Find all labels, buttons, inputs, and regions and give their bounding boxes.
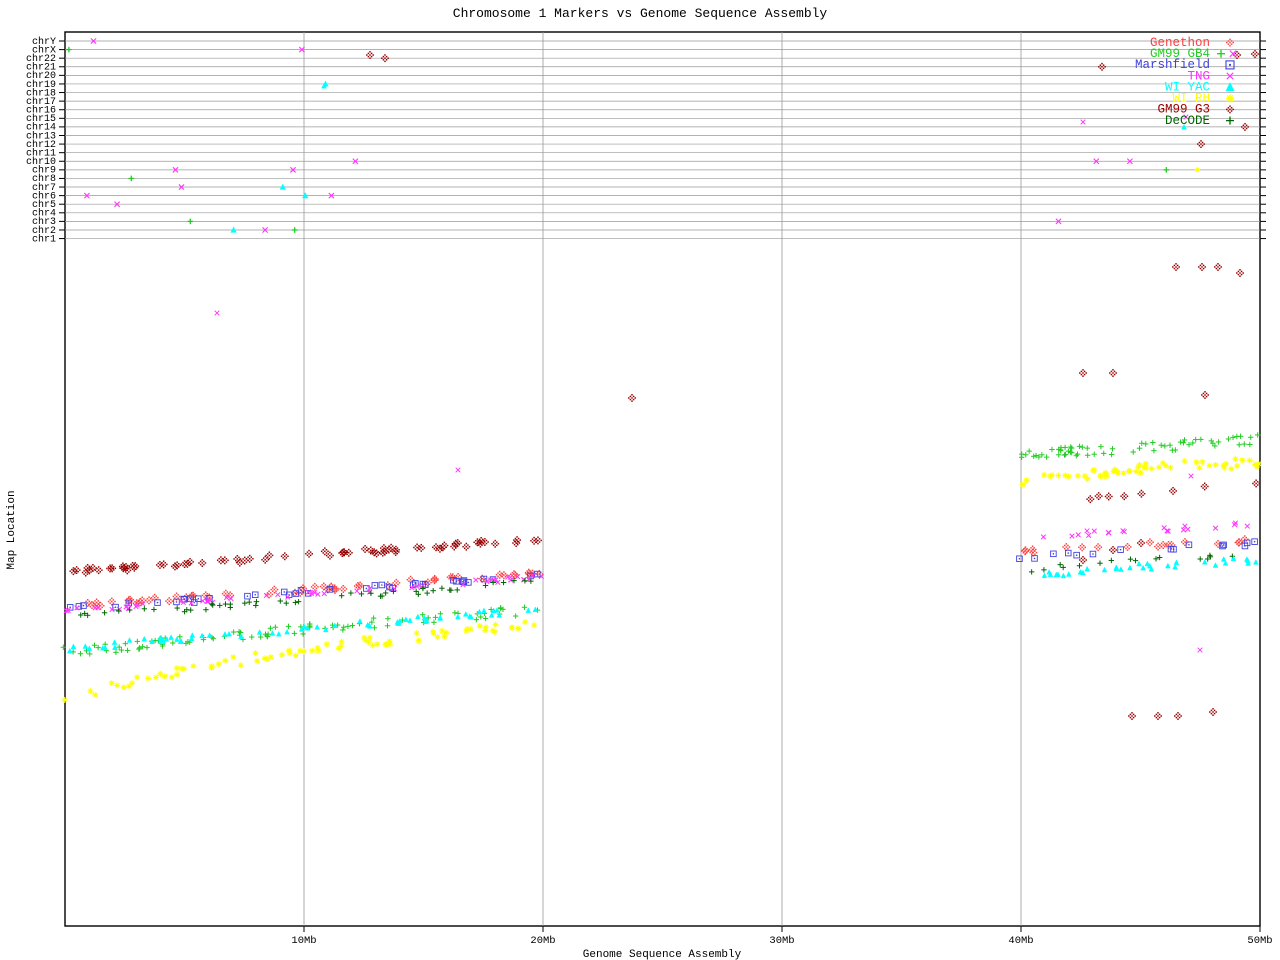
svg-text:40Mb: 40Mb <box>1008 935 1033 947</box>
svg-text:chr1: chr1 <box>32 233 56 245</box>
svg-text:30Mb: 30Mb <box>769 935 794 947</box>
svg-text:Genome Sequence Assembly: Genome Sequence Assembly <box>583 949 742 960</box>
svg-text:DeCODE: DeCODE <box>1165 114 1210 128</box>
svg-text:20Mb: 20Mb <box>530 935 555 947</box>
svg-text:Map Location: Map Location <box>6 490 18 569</box>
svg-text:10Mb: 10Mb <box>291 935 316 947</box>
svg-text:50Mb: 50Mb <box>1247 935 1272 947</box>
